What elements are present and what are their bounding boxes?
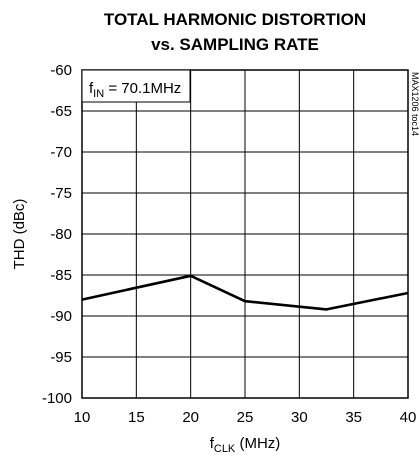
- x-tick-label: 20: [182, 409, 199, 426]
- x-tick-label: 15: [128, 409, 145, 426]
- x-axis-label-sub: CLK: [214, 443, 236, 455]
- grid: [81, 69, 409, 399]
- y-tick-label: -85: [50, 267, 72, 284]
- y-tick-label: -95: [50, 349, 72, 366]
- series-line: [81, 274, 409, 311]
- annotation-box-frame: [81, 69, 191, 103]
- x-axis-label-rest: (MHz): [235, 435, 280, 452]
- y-tick-label: -75: [50, 185, 72, 202]
- side-note: MAX1206 toc14: [410, 72, 420, 136]
- x-axis-label: fCLK (MHz): [210, 435, 281, 455]
- y-axis-label: THD (dBc): [11, 199, 28, 270]
- x-tick-label: 35: [345, 409, 362, 426]
- annotation-sub: IN: [93, 88, 104, 100]
- x-axis-label-f: f: [210, 435, 215, 452]
- y-tick-label: -70: [50, 144, 72, 161]
- y-tick-label: -90: [50, 308, 72, 325]
- x-tick-label: 30: [291, 409, 308, 426]
- x-tick-label: 25: [237, 409, 254, 426]
- x-tick-labels: 10 15 20 25 30 35 40: [74, 409, 417, 426]
- y-tick-label: -80: [50, 226, 72, 243]
- x-tick-label: 10: [74, 409, 91, 426]
- y-tick-labels: -60 -65 -70 -75 -80 -85 -90 -95 -100: [42, 62, 72, 407]
- plot-frame: [81, 69, 409, 399]
- annotation-box: fIN = 70.1MHz: [81, 69, 191, 103]
- y-tick-label: -65: [50, 103, 72, 120]
- annotation-text: fIN = 70.1MHz: [89, 80, 181, 100]
- chart-title: TOTAL HARMONIC DISTORTION: [104, 10, 366, 29]
- x-tick-label: 40: [400, 409, 417, 426]
- y-tick-label: -60: [50, 62, 72, 79]
- chart-subtitle: vs. SAMPLING RATE: [151, 35, 319, 54]
- annotation-f: f: [89, 80, 94, 97]
- annotation-rest: = 70.1MHz: [104, 80, 181, 97]
- y-tick-label: -100: [42, 390, 72, 407]
